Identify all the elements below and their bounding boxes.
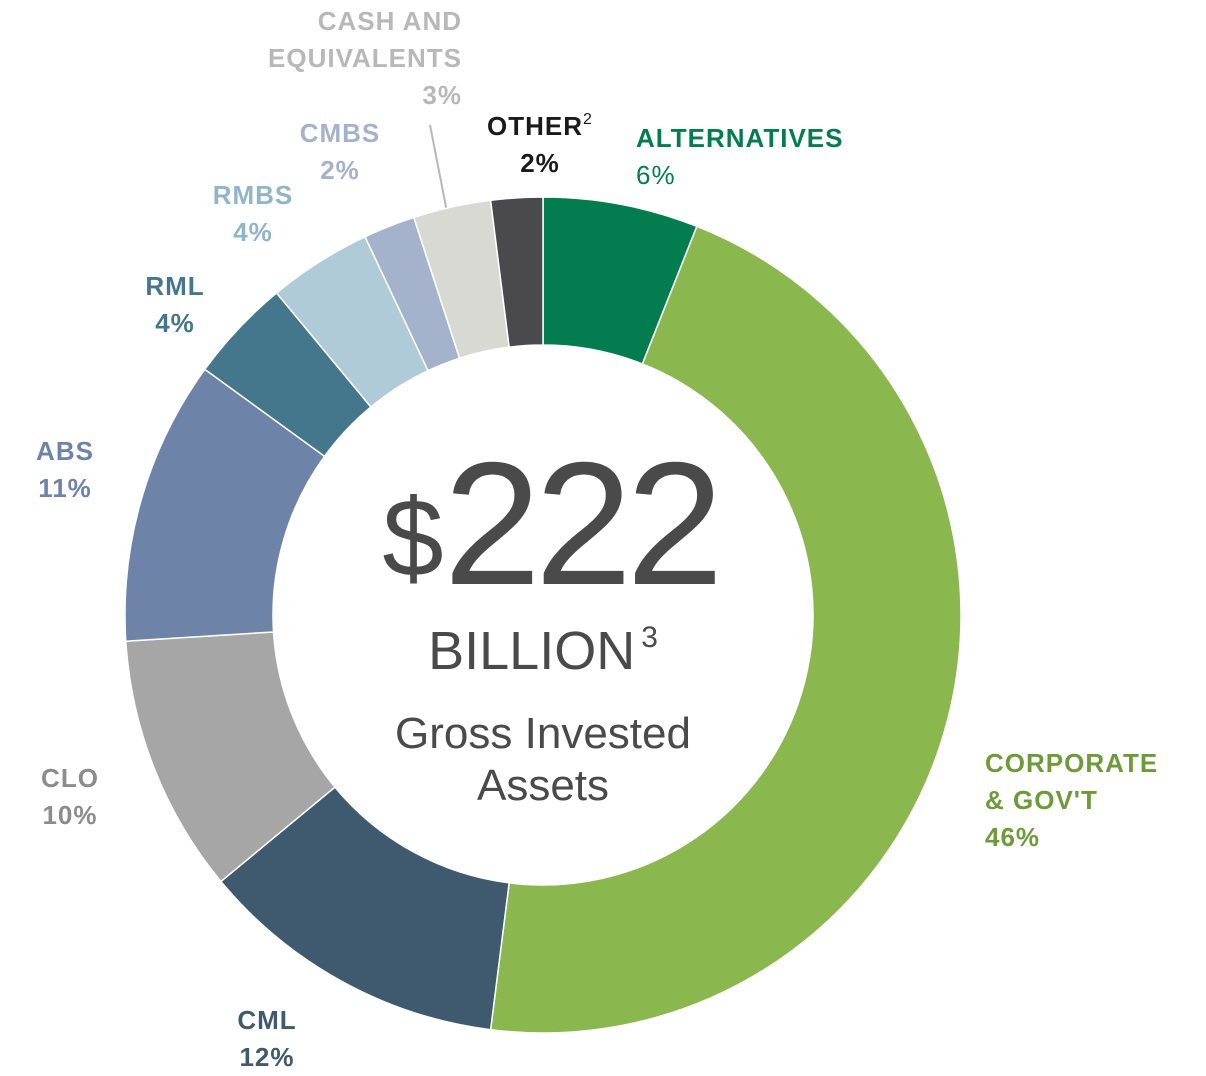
value-label: 6% (636, 160, 676, 190)
label-name: CMBS (260, 115, 420, 152)
center-caption: Gross Invested Assets (395, 709, 691, 810)
value-label: 10% (42, 800, 98, 830)
segment-label: RMBS 4% (173, 177, 333, 251)
segment-label: CASH AND EQUIVALENTS 3% (240, 3, 462, 114)
category-name: CASH AND EQUIVALENTS (268, 6, 462, 73)
currency: $ (382, 477, 444, 600)
value-label: 12% (239, 1042, 295, 1072)
label-name: OTHER2 (440, 108, 640, 145)
value-label: 4% (155, 308, 195, 338)
category-name: RMBS (212, 180, 294, 210)
label-name: ALTERNATIVES (636, 120, 936, 157)
label-name: CASH AND EQUIVALENTS (240, 3, 462, 77)
label-name: ABS (0, 433, 130, 470)
category-name: ABS (36, 436, 94, 466)
value-label: 2% (320, 155, 360, 185)
unit: BILLION (428, 621, 636, 681)
amount: 222 (443, 427, 724, 622)
category-name: ALTERNATIVES (636, 123, 844, 153)
leader-line (429, 124, 448, 213)
label-name: RMBS (173, 177, 333, 214)
donut-segment (489, 225, 962, 1034)
value-label: 46% (985, 822, 1041, 852)
label-name: RML (95, 268, 255, 305)
donut-segment (489, 196, 544, 348)
segment-label: CLO 10% (0, 760, 140, 834)
segment-label: RML 4% (95, 268, 255, 342)
segment-label: CORPORATE & GOV'T 46% (985, 745, 1159, 856)
label-name: CLO (0, 760, 140, 797)
category-name: CLO (41, 763, 99, 793)
value-label: 4% (233, 217, 273, 247)
segment-label: CML 12% (167, 1002, 367, 1076)
label-name: CORPORATE & GOV'T (985, 745, 1159, 819)
value-label: 2% (520, 148, 560, 178)
segment-label: ALTERNATIVES 6% (636, 120, 936, 194)
category-name: CMBS (299, 118, 381, 148)
category-name: CML (237, 1005, 297, 1035)
category-name: CORPORATE & GOV'T (985, 748, 1159, 815)
category-name: RML (145, 271, 205, 301)
footnote: 2 (583, 111, 593, 128)
label-name: CML (167, 1002, 367, 1039)
unit-note: 3 (641, 621, 658, 654)
category-name: OTHER (487, 111, 584, 141)
value-label: 11% (38, 473, 92, 503)
segment-label: OTHER2 2% (440, 108, 640, 182)
segment-label: CMBS 2% (260, 115, 420, 189)
center-unit: BILLION 3 (343, 618, 743, 684)
segment-label: ABS 11% (0, 433, 130, 507)
value-label: 3% (422, 80, 462, 110)
center-amount: $222 (360, 430, 740, 620)
